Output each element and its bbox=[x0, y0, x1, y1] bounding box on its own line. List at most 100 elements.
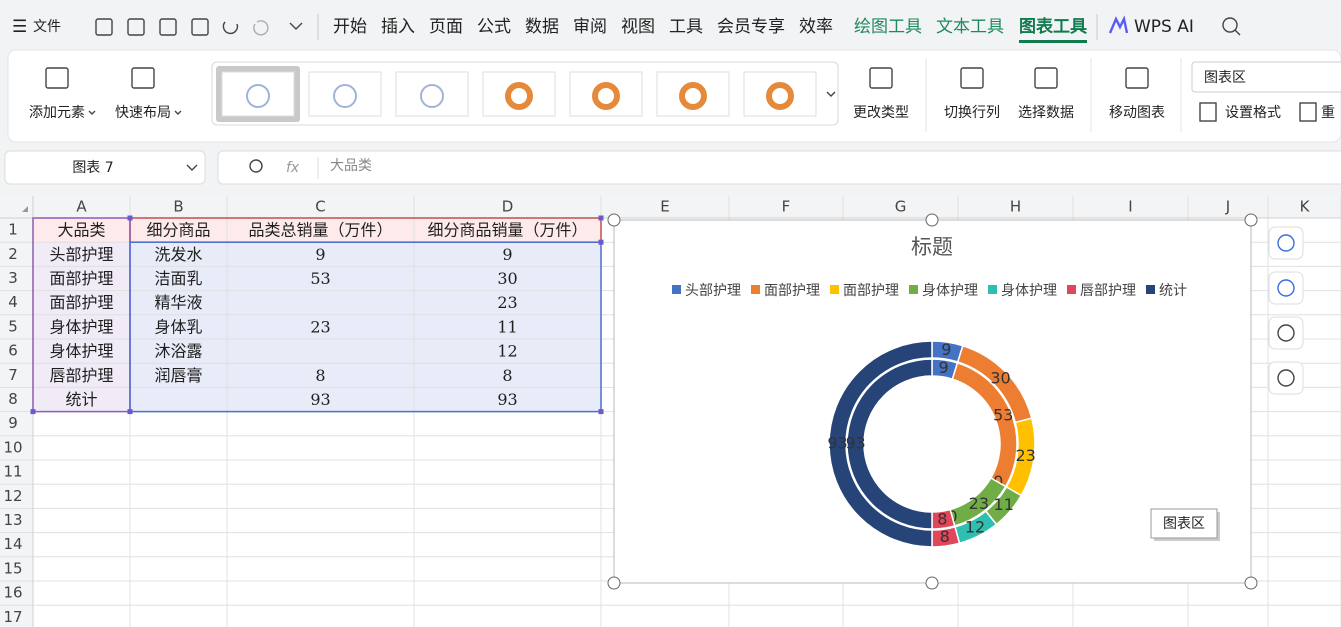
menu-tab[interactable]: 效率 bbox=[799, 17, 833, 37]
row-header: 8 bbox=[8, 390, 18, 408]
cell[interactable]: 93 bbox=[497, 390, 517, 409]
row-header: 6 bbox=[8, 342, 18, 360]
chart-side-button[interactable] bbox=[1268, 271, 1304, 305]
menu-tab[interactable]: 会员专享 bbox=[717, 17, 785, 37]
cell[interactable]: 23 bbox=[310, 317, 330, 336]
search-icon[interactable] bbox=[1222, 17, 1238, 33]
chart-side-button[interactable] bbox=[1268, 361, 1304, 395]
cell[interactable]: 面部护理 bbox=[49, 293, 113, 312]
cell[interactable]: 沐浴露 bbox=[154, 342, 202, 361]
ribbon-button[interactable]: 移动图表 bbox=[1109, 105, 1165, 121]
cell[interactable]: 统计 bbox=[65, 390, 97, 409]
header-cell[interactable]: 细分商品销量（万件） bbox=[427, 221, 587, 240]
tool-tab[interactable]: 绘图工具 bbox=[854, 17, 922, 37]
gallery-more[interactable] bbox=[826, 91, 836, 97]
name-box-caret bbox=[186, 164, 198, 171]
header-cell[interactable]: 品类总销量（万件） bbox=[248, 221, 392, 240]
ribbon-button[interactable]: 切换行列 bbox=[944, 104, 1000, 121]
menu-tab[interactable]: 数据 bbox=[525, 17, 559, 37]
cell[interactable]: 53 bbox=[310, 269, 330, 288]
resize-handle[interactable] bbox=[1244, 576, 1258, 590]
toolbar-icon[interactable] bbox=[222, 21, 239, 35]
fx-label: fx bbox=[286, 160, 300, 176]
cell[interactable]: 身体护理 bbox=[49, 342, 113, 361]
cell[interactable]: 12 bbox=[497, 342, 517, 361]
column-header: G bbox=[895, 198, 907, 216]
chart-style-thumb[interactable] bbox=[308, 71, 382, 117]
toolbar-icon[interactable] bbox=[159, 18, 177, 36]
cell[interactable]: 头部护理 bbox=[49, 245, 113, 264]
cell[interactable]: 身体护理 bbox=[49, 317, 113, 336]
thumb-donut bbox=[246, 84, 270, 108]
toolbar-icon[interactable] bbox=[191, 18, 209, 36]
tool-tab[interactable]: 文本工具 bbox=[936, 17, 1004, 37]
chart-side-button[interactable] bbox=[1268, 316, 1304, 350]
cell[interactable]: 11 bbox=[497, 317, 517, 336]
row-header: 16 bbox=[3, 584, 22, 602]
cell[interactable]: 9 bbox=[502, 245, 512, 264]
menu-tab[interactable]: 开始 bbox=[333, 17, 367, 37]
tool-tab[interactable]: 图表工具 bbox=[1019, 16, 1087, 37]
chart-style-thumb[interactable] bbox=[395, 71, 469, 117]
chart-style-thumb[interactable] bbox=[221, 71, 295, 117]
name-box[interactable] bbox=[4, 150, 206, 185]
cell[interactable]: 精华液 bbox=[154, 293, 202, 312]
chart-side-icon bbox=[1277, 234, 1295, 252]
cell[interactable]: 唇部护理 bbox=[49, 366, 113, 385]
ribbon-button[interactable]: 更改类型 bbox=[853, 105, 909, 121]
chart-side-button[interactable] bbox=[1268, 226, 1304, 260]
dropdown-icon[interactable] bbox=[289, 22, 303, 30]
cell[interactable]: 洗发水 bbox=[154, 245, 202, 264]
cell[interactable]: 93 bbox=[310, 390, 330, 409]
ribbon-button[interactable]: 设置格式 bbox=[1225, 105, 1281, 121]
ai-button[interactable]: WPS AI bbox=[1134, 17, 1194, 37]
legend-swatch bbox=[830, 285, 839, 294]
menu-tab[interactable]: 工具 bbox=[669, 17, 703, 37]
formula-input[interactable] bbox=[217, 150, 1341, 185]
column-header: J bbox=[1225, 198, 1230, 216]
element-dropdown[interactable] bbox=[1191, 61, 1341, 93]
menu-tab[interactable]: 页面 bbox=[429, 17, 463, 37]
ribbon-button[interactable]: 重 bbox=[1321, 105, 1335, 121]
file-menu[interactable]: 文件 bbox=[33, 19, 61, 35]
chart-side-icon bbox=[1277, 324, 1295, 342]
cell[interactable]: 洁面乳 bbox=[154, 269, 202, 288]
ribbon-icon bbox=[1034, 67, 1058, 89]
legend-label: 统计 bbox=[1159, 283, 1187, 299]
toolbar-icon[interactable] bbox=[95, 18, 113, 36]
column-header: B bbox=[173, 198, 183, 216]
header-cell[interactable]: 细分商品 bbox=[146, 221, 210, 240]
menu-tab[interactable]: 公式 bbox=[477, 17, 511, 37]
doughnut-segment[interactable] bbox=[828, 340, 933, 548]
menu-tab[interactable]: 审阅 bbox=[573, 17, 607, 37]
resize-handle[interactable] bbox=[925, 213, 939, 227]
menu-tab[interactable]: 插入 bbox=[381, 17, 415, 37]
resize-handle[interactable] bbox=[607, 213, 621, 227]
row-header: 13 bbox=[3, 511, 22, 529]
cell[interactable]: 8 bbox=[502, 366, 512, 385]
ribbon-button[interactable]: 快速布局 bbox=[115, 105, 171, 121]
ribbon-button[interactable]: 选择数据 bbox=[1018, 105, 1074, 121]
chart-side-icon bbox=[1277, 279, 1295, 297]
row-header: 14 bbox=[3, 535, 22, 553]
range-handle bbox=[598, 409, 604, 415]
data-label: 23 bbox=[969, 494, 989, 513]
legend-label: 面部护理 bbox=[843, 283, 899, 299]
cell[interactable]: 面部护理 bbox=[49, 269, 113, 288]
resize-handle[interactable] bbox=[607, 576, 621, 590]
ribbon-button[interactable]: 添加元素 bbox=[29, 105, 85, 121]
cell[interactable]: 23 bbox=[497, 293, 517, 312]
cell[interactable]: 身体乳 bbox=[154, 317, 202, 336]
resize-handle[interactable] bbox=[1244, 213, 1258, 227]
cell[interactable]: 30 bbox=[497, 269, 517, 288]
resize-handle[interactable] bbox=[925, 576, 939, 590]
select-all[interactable] bbox=[22, 206, 28, 212]
toolbar-icon[interactable] bbox=[127, 18, 145, 36]
cell[interactable]: 9 bbox=[315, 245, 325, 264]
header-cell[interactable]: 大品类 bbox=[57, 221, 105, 240]
cell[interactable]: 8 bbox=[315, 366, 325, 385]
toolbar-icon[interactable] bbox=[253, 20, 269, 36]
menu-tab[interactable]: 视图 bbox=[621, 17, 655, 37]
doughnut-segment[interactable] bbox=[846, 358, 933, 530]
cell[interactable]: 润唇膏 bbox=[154, 366, 202, 385]
